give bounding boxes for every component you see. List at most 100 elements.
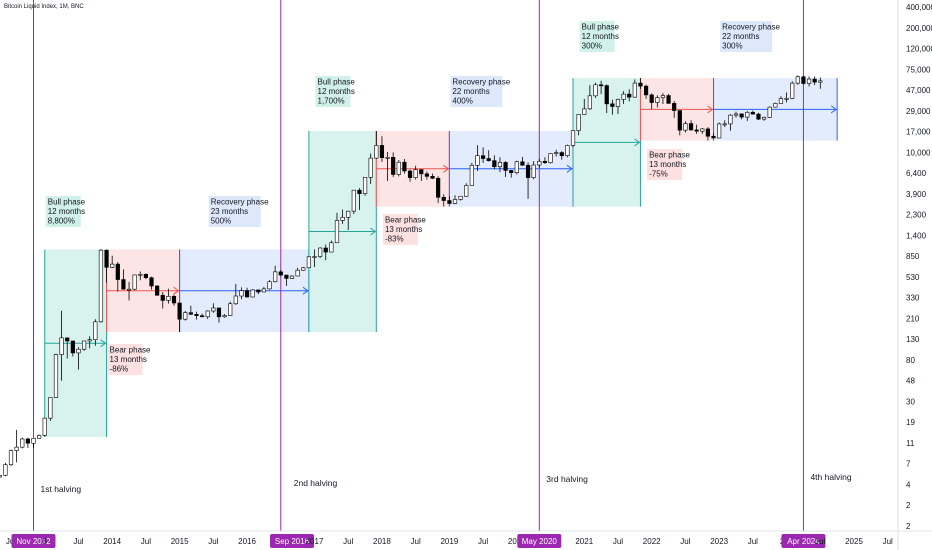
candle-body: [295, 269, 300, 277]
candle-2020-07: [548, 153, 553, 164]
candle-body: [615, 99, 621, 107]
candle-2012-10: [25, 437, 30, 448]
candle-body: [48, 397, 53, 419]
phase-label-change: 500%: [211, 217, 231, 226]
candle-body: [8, 450, 14, 466]
candle-body: [301, 267, 306, 271]
price-tick-label: 120,000: [906, 45, 932, 54]
candle-2021-07: [615, 98, 621, 114]
candle-2019-10: [497, 157, 503, 173]
halving-label-4: 4th halving: [810, 472, 851, 482]
candle-body: [655, 97, 660, 103]
candle-body: [688, 123, 694, 131]
candle-2024-05: [806, 76, 812, 87]
candle-body: [818, 80, 823, 83]
candle-2018-10: [430, 173, 435, 179]
candle-body: [582, 108, 587, 115]
candle-body: [475, 155, 480, 166]
price-tick-label: 48: [906, 377, 915, 386]
candle-body: [694, 129, 699, 132]
price-tick-label: 400,000: [906, 3, 932, 12]
candle-2017-06: [340, 209, 345, 224]
phase-label-change: 8,800%: [48, 217, 75, 226]
candle-body: [773, 103, 778, 108]
candle-2020-12: [576, 113, 581, 136]
candle-body: [59, 337, 64, 355]
halving-label-3: 3rd halving: [546, 474, 588, 484]
candle-body: [188, 312, 193, 315]
phase-label-duration: 12 months: [318, 87, 355, 96]
candle-body: [93, 321, 98, 341]
candle-body: [53, 354, 59, 398]
price-tick-label: 2: [906, 501, 911, 510]
phase-label-box: [647, 149, 683, 180]
candle-body: [115, 263, 120, 280]
candle-2019-03: [458, 195, 463, 201]
candle-2017-09: [357, 188, 362, 211]
candle-2012-09: [20, 437, 25, 449]
candle-2019-11: [503, 161, 508, 177]
price-tick-label: 6,400: [906, 169, 927, 178]
candle-2019-05: [469, 162, 474, 186]
candle-2015-11: [233, 283, 238, 305]
candle-body: [542, 161, 548, 163]
candle-body: [711, 135, 716, 139]
candle-body: [790, 82, 795, 99]
candle-2020-01: [514, 160, 519, 175]
candle-body: [801, 76, 806, 84]
candle-body: [239, 290, 244, 297]
candle-2014-09: [155, 285, 160, 296]
phase-label-name: Bull phase: [318, 78, 356, 87]
phase-label-duration: 13 months: [110, 355, 147, 364]
candle-body: [149, 277, 154, 287]
phase-label-name: Recovery phase: [452, 78, 510, 87]
phase-label-change: -86%: [110, 365, 129, 374]
candle-2017-11: [368, 153, 373, 184]
recovery-phase-arrowhead-6: [566, 164, 573, 173]
candle-body: [25, 438, 30, 444]
candle-body: [554, 152, 559, 154]
candle-2021-05: [604, 84, 609, 113]
candle-body: [610, 103, 615, 107]
phase-label-duration: 12 months: [48, 207, 85, 216]
candle-2012-06: [3, 462, 8, 477]
phase-label-name: Bear phase: [649, 151, 690, 160]
candle-body: [570, 130, 576, 146]
candle-2015-04: [194, 311, 199, 320]
candle-2016-08: [284, 274, 289, 286]
candle-2013-10: [93, 319, 98, 346]
phase-label-box: [315, 76, 351, 107]
candle-body: [379, 145, 385, 159]
candle-body: [531, 164, 536, 178]
candle-2020-04: [531, 161, 536, 180]
candle-body: [351, 189, 356, 212]
time-marker-2024-04: Apr 2024: [781, 534, 826, 548]
candle-body: [289, 275, 295, 279]
candle-body: [216, 307, 222, 318]
candle-2016-06: [273, 265, 278, 283]
candle-body: [756, 113, 761, 120]
candle-2015-02: [183, 310, 188, 321]
candle-body: [458, 195, 463, 200]
candle-2014-04: [126, 281, 132, 301]
recovery-phase-arrowhead-9: [830, 105, 838, 114]
candle-2018-06: [407, 169, 413, 182]
phase-label-duration: 12 months: [582, 32, 619, 41]
candle-2020-02: [520, 156, 525, 166]
candle-2019-09: [492, 155, 497, 170]
price-tick-label: 11: [906, 439, 915, 448]
candle-body: [87, 339, 92, 342]
candle-body: [700, 128, 705, 132]
price-tick-label: 30: [906, 397, 915, 406]
candle-body: [42, 417, 47, 436]
candle-body: [278, 271, 283, 276]
price-axis[interactable]: 400,000 200,000 120,000 75,000 47,000 29,000 1…: [906, 3, 932, 531]
candle-body: [722, 123, 727, 126]
candle-2017-07: [346, 210, 351, 231]
price-tick-label: 200,000: [906, 24, 932, 33]
